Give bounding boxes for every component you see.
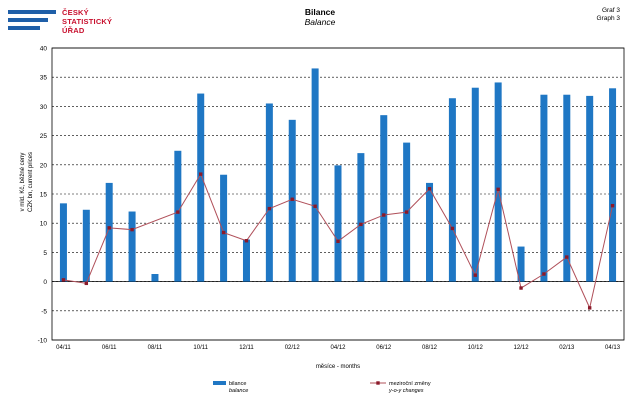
marker-yoy-changes [84,281,89,286]
y-tick-label: 25 [40,133,48,140]
marker-yoy-changes [336,239,340,244]
marker-yoy-changes [587,306,592,310]
x-tick-label: 10/12 [468,345,484,351]
y-tick-label: 0 [43,279,47,286]
x-tick-label: 10/11 [193,345,208,351]
bar-balance [128,211,136,282]
bar-balance [517,246,525,282]
legend-label-yoy-en: y-o-y changes [388,388,424,394]
marker-yoy-changes [176,210,180,214]
x-tick-label: 08/12 [422,345,438,351]
bar-balance [357,153,365,282]
marker-yoy-changes [221,230,226,235]
legend-swatch-yoy-marker [376,381,380,385]
logo-stripe [8,26,40,30]
line-yoy-changes [63,173,614,310]
marker-yoy-changes [107,226,111,230]
bar-balance [311,68,319,282]
legend-label-yoy: meziroční změny [389,381,431,387]
y-tick-label: 10 [40,221,48,228]
bar-balance [563,94,571,282]
logo-text-line-1: ČESKÝ [62,8,89,17]
y-tick-label: 35 [40,75,48,82]
csu-logo: ČESKÝ STATISTICKÝ ÚŘAD [8,7,128,45]
marker-yoy-changes [359,222,363,227]
marker-yoy-changes [519,286,523,290]
x-tick-label: 02/13 [559,345,575,351]
y-tick-label: 40 [40,46,48,53]
bar-balance [334,165,342,282]
x-tick-label: 06/11 [102,345,117,351]
bar-balance [151,274,159,282]
bar-balance [471,87,479,282]
bar-balance [540,94,548,282]
chart-subtitle: Balance [304,17,336,27]
bar-balance [242,239,250,282]
x-tick-label: 04/12 [330,345,346,351]
logo-text-line-3: ÚŘAD [62,26,85,35]
bar-balance [174,150,182,282]
x-tick-label: 04/13 [605,345,621,351]
x-tick-label: 12/12 [514,345,530,351]
marker-yoy-changes [542,272,546,276]
marker-yoy-changes [427,187,432,191]
marker-yoy-changes [450,226,455,231]
logo-stripe [8,10,56,14]
x-tick-label: 02/12 [285,345,301,351]
y-tick-label: 30 [40,104,48,111]
marker-yoy-changes [404,210,409,214]
bar-balance [265,103,273,282]
x-tick-label: 08/11 [148,345,163,351]
bar-balance [105,182,113,282]
x-tick-label: 12/11 [239,345,254,351]
y-tick-label: 5 [43,250,47,257]
y-tick-label: 15 [40,192,48,199]
bar-balance [380,115,388,282]
legend-swatch-balance [213,381,226,385]
y-tick-label: 20 [40,162,48,169]
marker-yoy-changes [382,213,386,217]
bar-balance [426,182,434,282]
y-axis-label: CZK bn, current prices [28,152,34,212]
bar-balance [197,93,205,282]
bar-balance [59,203,67,282]
bar-balance [220,174,228,282]
marker-yoy-changes [130,227,134,232]
marker-yoy-changes [313,204,317,208]
logo-stripe [8,18,48,22]
y-tick-label: -10 [38,338,48,345]
marker-yoy-changes [244,239,249,243]
marker-yoy-changes [610,203,615,208]
plot-frame [51,47,625,341]
bar-balance [448,98,456,282]
marker-yoy-changes [565,255,569,259]
y-tick-label: -5 [41,308,47,315]
marker-yoy-changes [290,197,294,201]
x-axis-label: měsíce - months [316,364,360,370]
bar-balance [82,209,90,282]
x-tick-label: 06/12 [376,345,392,351]
marker-yoy-changes [61,278,66,282]
graph-number-en: Graph 3 [596,15,621,22]
x-tick-label: 04/11 [56,345,71,351]
y-axis-label: v mld. Kč, běžné ceny [20,153,26,212]
bar-balance [494,82,502,282]
bar-balance [609,88,617,282]
chart-title: Bilance [304,7,336,17]
bar-balance [586,95,594,282]
logo-text-line-2: STATISTICKÝ [62,17,113,26]
legend-label-balance: bilance [229,381,246,387]
marker-yoy-changes [199,172,203,176]
marker-yoy-changes [267,206,272,211]
marker-yoy-changes [496,187,500,192]
graph-number-cz: Graf 3 [601,7,620,14]
marker-yoy-changes [473,273,477,277]
legend-label-balance-en: balance [229,388,248,394]
